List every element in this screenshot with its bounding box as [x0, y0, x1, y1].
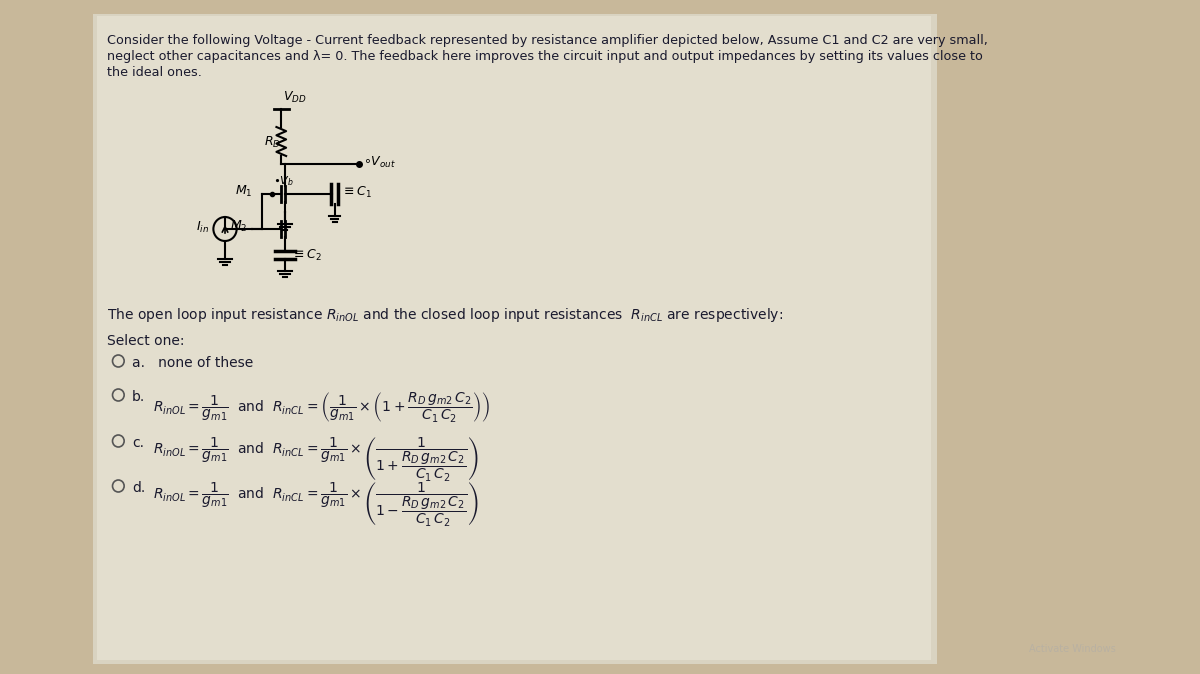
- FancyBboxPatch shape: [97, 16, 931, 660]
- Text: $I_{in}$: $I_{in}$: [197, 220, 210, 235]
- Text: c.: c.: [132, 436, 144, 450]
- Text: $R_{inOL} = \dfrac{1}{g_{m1}}$  and  $R_{inCL} = \dfrac{1}{g_{m1}} \times \left(: $R_{inOL} = \dfrac{1}{g_{m1}}$ and $R_{i…: [154, 436, 479, 484]
- Text: $M_2$: $M_2$: [230, 218, 247, 234]
- Text: $M_1$: $M_1$: [235, 183, 252, 199]
- Text: $\bullet V_b$: $\bullet V_b$: [272, 174, 294, 188]
- Text: b.: b.: [132, 390, 145, 404]
- Text: neglect other capacitances and λ= 0. The feedback here improves the circuit inpu: neglect other capacitances and λ= 0. The…: [107, 50, 983, 63]
- Text: Select one:: Select one:: [107, 334, 184, 348]
- Text: the ideal ones.: the ideal ones.: [107, 66, 202, 79]
- Text: $\equiv C_2$: $\equiv C_2$: [290, 247, 322, 263]
- Text: The open loop input resistance $R_{inOL}$ and the closed loop input resistances : The open loop input resistance $R_{inOL}…: [107, 306, 782, 324]
- FancyBboxPatch shape: [94, 14, 937, 664]
- Text: $\equiv C_1$: $\equiv C_1$: [342, 185, 372, 200]
- Text: $V_{DD}$: $V_{DD}$: [283, 90, 307, 105]
- Text: $\circ V_{out}$: $\circ V_{out}$: [362, 154, 396, 170]
- Text: a.   none of these: a. none of these: [132, 356, 253, 370]
- Text: Activate Windows: Activate Windows: [1028, 644, 1115, 654]
- Text: $R_{inOL} = \dfrac{1}{g_{m1}}$  and  $R_{inCL} = \dfrac{1}{g_{m1}} \times \left(: $R_{inOL} = \dfrac{1}{g_{m1}}$ and $R_{i…: [154, 481, 479, 529]
- Text: $R_D$: $R_D$: [264, 135, 281, 150]
- Text: d.: d.: [132, 481, 145, 495]
- Text: Consider the following Voltage - Current feedback represented by resistance ampl: Consider the following Voltage - Current…: [107, 34, 988, 47]
- Text: $R_{inOL} = \dfrac{1}{g_{m1}}$  and  $R_{inCL} = \left(\dfrac{1}{g_{m1}} \times : $R_{inOL} = \dfrac{1}{g_{m1}}$ and $R_{i…: [154, 390, 491, 424]
